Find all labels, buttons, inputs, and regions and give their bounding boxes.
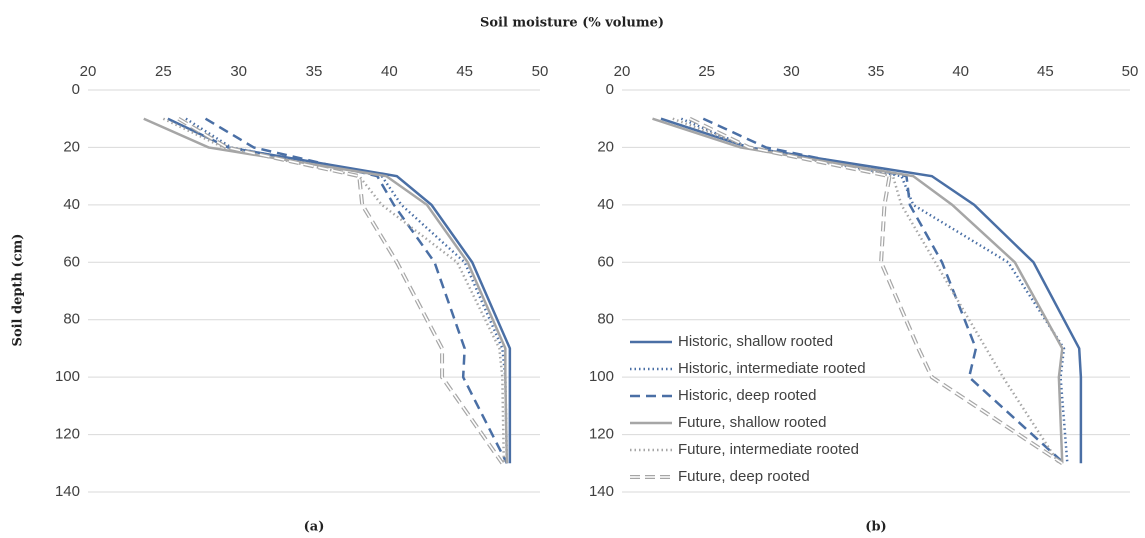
y-tick-label: 140: [55, 483, 80, 500]
y-tick-label: 0: [72, 81, 80, 98]
x-tick-label: 25: [698, 63, 715, 80]
line: [162, 117, 506, 464]
y-tick-label: 0: [606, 81, 614, 98]
y-tick-label: 60: [597, 253, 614, 270]
y-tick-label: 60: [63, 253, 80, 270]
x-tick-label: 45: [456, 63, 473, 80]
y-tick-label: 20: [63, 138, 80, 155]
x-tick-label: 35: [306, 63, 323, 80]
legend-label: Future, intermediate rooted: [678, 441, 859, 458]
x-tick-label: 20: [614, 63, 631, 80]
line: [652, 117, 1064, 464]
x-tick-label: 35: [868, 63, 885, 80]
y-tick-label: 80: [63, 311, 80, 328]
line: [167, 117, 512, 464]
x-tick-label: 25: [155, 63, 172, 80]
x-tick-label: 45: [1037, 63, 1054, 80]
legend-label: Historic, deep rooted: [678, 387, 816, 404]
y-tick-label: 40: [597, 196, 614, 213]
line-hollow: [177, 118, 503, 464]
y-tick-label: 100: [589, 368, 614, 385]
legend-label: Future, shallow rooted: [678, 414, 826, 431]
x-tick-label: 40: [381, 63, 398, 80]
panel-caption: (a): [304, 520, 325, 535]
line: [204, 117, 508, 464]
legend-label: Future, deep rooted: [678, 468, 810, 485]
legend-label: Historic, shallow rooted: [678, 333, 833, 350]
y-tick-label: 100: [55, 368, 80, 385]
x-tick-label: 50: [532, 63, 549, 80]
line: [185, 117, 509, 464]
chart-title: Soil moisture (% volume): [480, 16, 664, 31]
x-tick-label: 20: [80, 63, 97, 80]
panel-caption: (b): [865, 520, 886, 535]
x-tick-label: 30: [783, 63, 800, 80]
y-tick-label: 80: [597, 311, 614, 328]
x-tick-label: 50: [1122, 63, 1139, 80]
line: [143, 117, 509, 464]
x-tick-label: 30: [230, 63, 247, 80]
y-tick-label: 140: [589, 483, 614, 500]
line: [702, 117, 1065, 465]
y-tick-label: 120: [589, 426, 614, 443]
line: [177, 116, 504, 465]
y-tick-label: 20: [597, 138, 614, 155]
y-tick-label: 120: [55, 426, 80, 443]
y-axis-label: Soil depth (cm): [11, 234, 26, 347]
x-tick-label: 40: [952, 63, 969, 80]
y-tick-label: 40: [63, 196, 80, 213]
legend-label: Historic, intermediate rooted: [678, 360, 866, 377]
